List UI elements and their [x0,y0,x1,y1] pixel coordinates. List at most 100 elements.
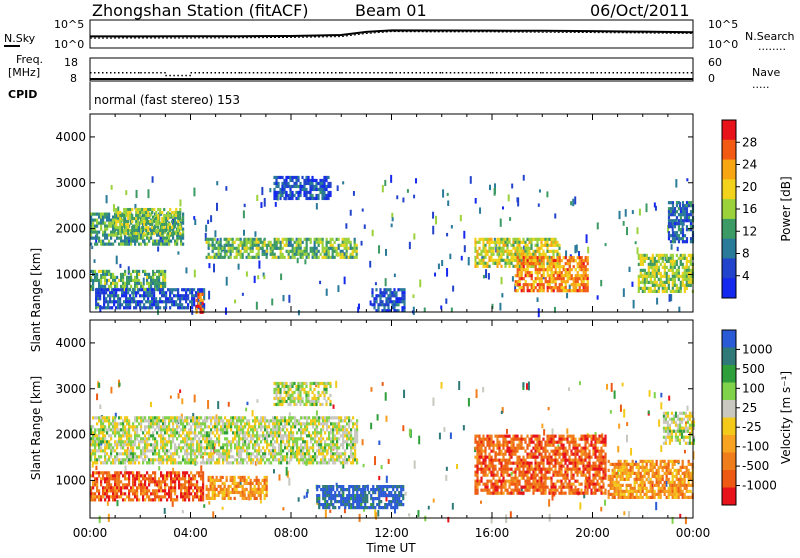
echo-cell [328,416,330,419]
echo-speckle [374,456,376,465]
nave-point [478,72,480,74]
echo-cell [484,247,486,250]
echo-cell [640,269,642,272]
echo-cell [258,425,260,428]
echo-cell [332,422,334,425]
echo-cell [154,240,156,243]
echo-cell [159,306,161,309]
echo-cell [656,281,658,284]
echo-cell [216,461,218,464]
echo-cell [256,241,258,244]
echo-cell [262,434,264,437]
nave-point [223,72,225,74]
echo-cell [132,461,134,464]
nave-point [590,72,592,74]
echo-cell [192,419,194,422]
nave-point [249,72,251,74]
echo-cell [136,282,138,285]
echo-cell [210,419,212,422]
echo-cell [142,240,144,243]
echo-cell [208,247,210,250]
echo-cell [121,294,123,297]
echo-cell [114,216,116,219]
echo-speckle [566,428,568,434]
echo-cell [575,259,577,262]
echo-cell [110,231,112,234]
echo-cell [512,253,514,256]
echo-cell [140,243,142,246]
echo-cell [646,272,648,275]
echo-cell [688,269,690,272]
nave-point [633,72,635,74]
echo-cell [330,431,332,434]
echo-cell [320,253,322,256]
echo-cell [232,247,234,250]
echo-cell [327,176,329,179]
nave-point [215,72,217,74]
echo-speckle [363,464,365,467]
echo-cell [488,259,490,262]
echo-cell [236,443,238,446]
echo-cell [258,449,260,452]
nave-point [458,72,460,74]
echo-cell [674,234,676,237]
echo-cell [490,238,492,241]
echo-speckle [622,383,624,387]
echo-cell [234,422,236,425]
echo-cell [554,238,556,241]
echo-cell [338,431,340,434]
echo-cell [561,259,563,262]
echo-cell [252,437,254,440]
echo-cell [152,461,154,464]
echo-cell [680,275,682,278]
echo-cell [559,271,561,274]
echo-cell [310,437,312,440]
echo-speckle [260,500,262,503]
echo-cell [275,182,277,185]
echo-speckle [110,387,112,394]
echo-cell [474,256,476,259]
echo-cell [118,443,120,446]
echo-cell [684,207,686,210]
echo-cell [299,182,301,185]
echo-cell [108,422,110,425]
echo-cell [127,223,129,226]
echo-cell [176,422,178,425]
echo-cell [167,300,169,303]
nave-point [593,72,595,74]
echo-cell [571,283,573,286]
echo-cell [272,452,274,455]
echo-cell [141,211,143,214]
echo-cell [157,229,159,232]
echo-cell [565,283,567,286]
echo-cell [346,247,348,250]
echo-cell [146,276,148,279]
echo-cell [328,250,330,253]
echo-cell [169,294,171,297]
echo-cell [190,416,192,419]
echo-cell [403,291,405,294]
echo-cell [668,281,670,284]
echo-cell [311,197,313,200]
echo-cell [371,294,373,297]
echo-cell [296,419,298,422]
echo-cell [320,458,322,461]
echo-cell [134,425,136,428]
echo-cell [306,428,308,431]
nave-point [281,72,283,74]
echo-cell [174,419,176,422]
echo-cell [535,256,537,259]
echo-cell [320,440,322,443]
nave-point [181,75,183,77]
echo-cell [143,306,145,309]
echo-speckle [443,427,445,432]
echo-cell [344,458,346,461]
echo-cell [561,283,563,286]
echo-cell [348,422,350,425]
echo-cell [510,250,512,253]
echo-cell [174,434,176,437]
echo-cell [147,294,149,297]
echo-cell [322,238,324,241]
echo-cell [264,253,266,256]
echo-cell [218,253,220,256]
